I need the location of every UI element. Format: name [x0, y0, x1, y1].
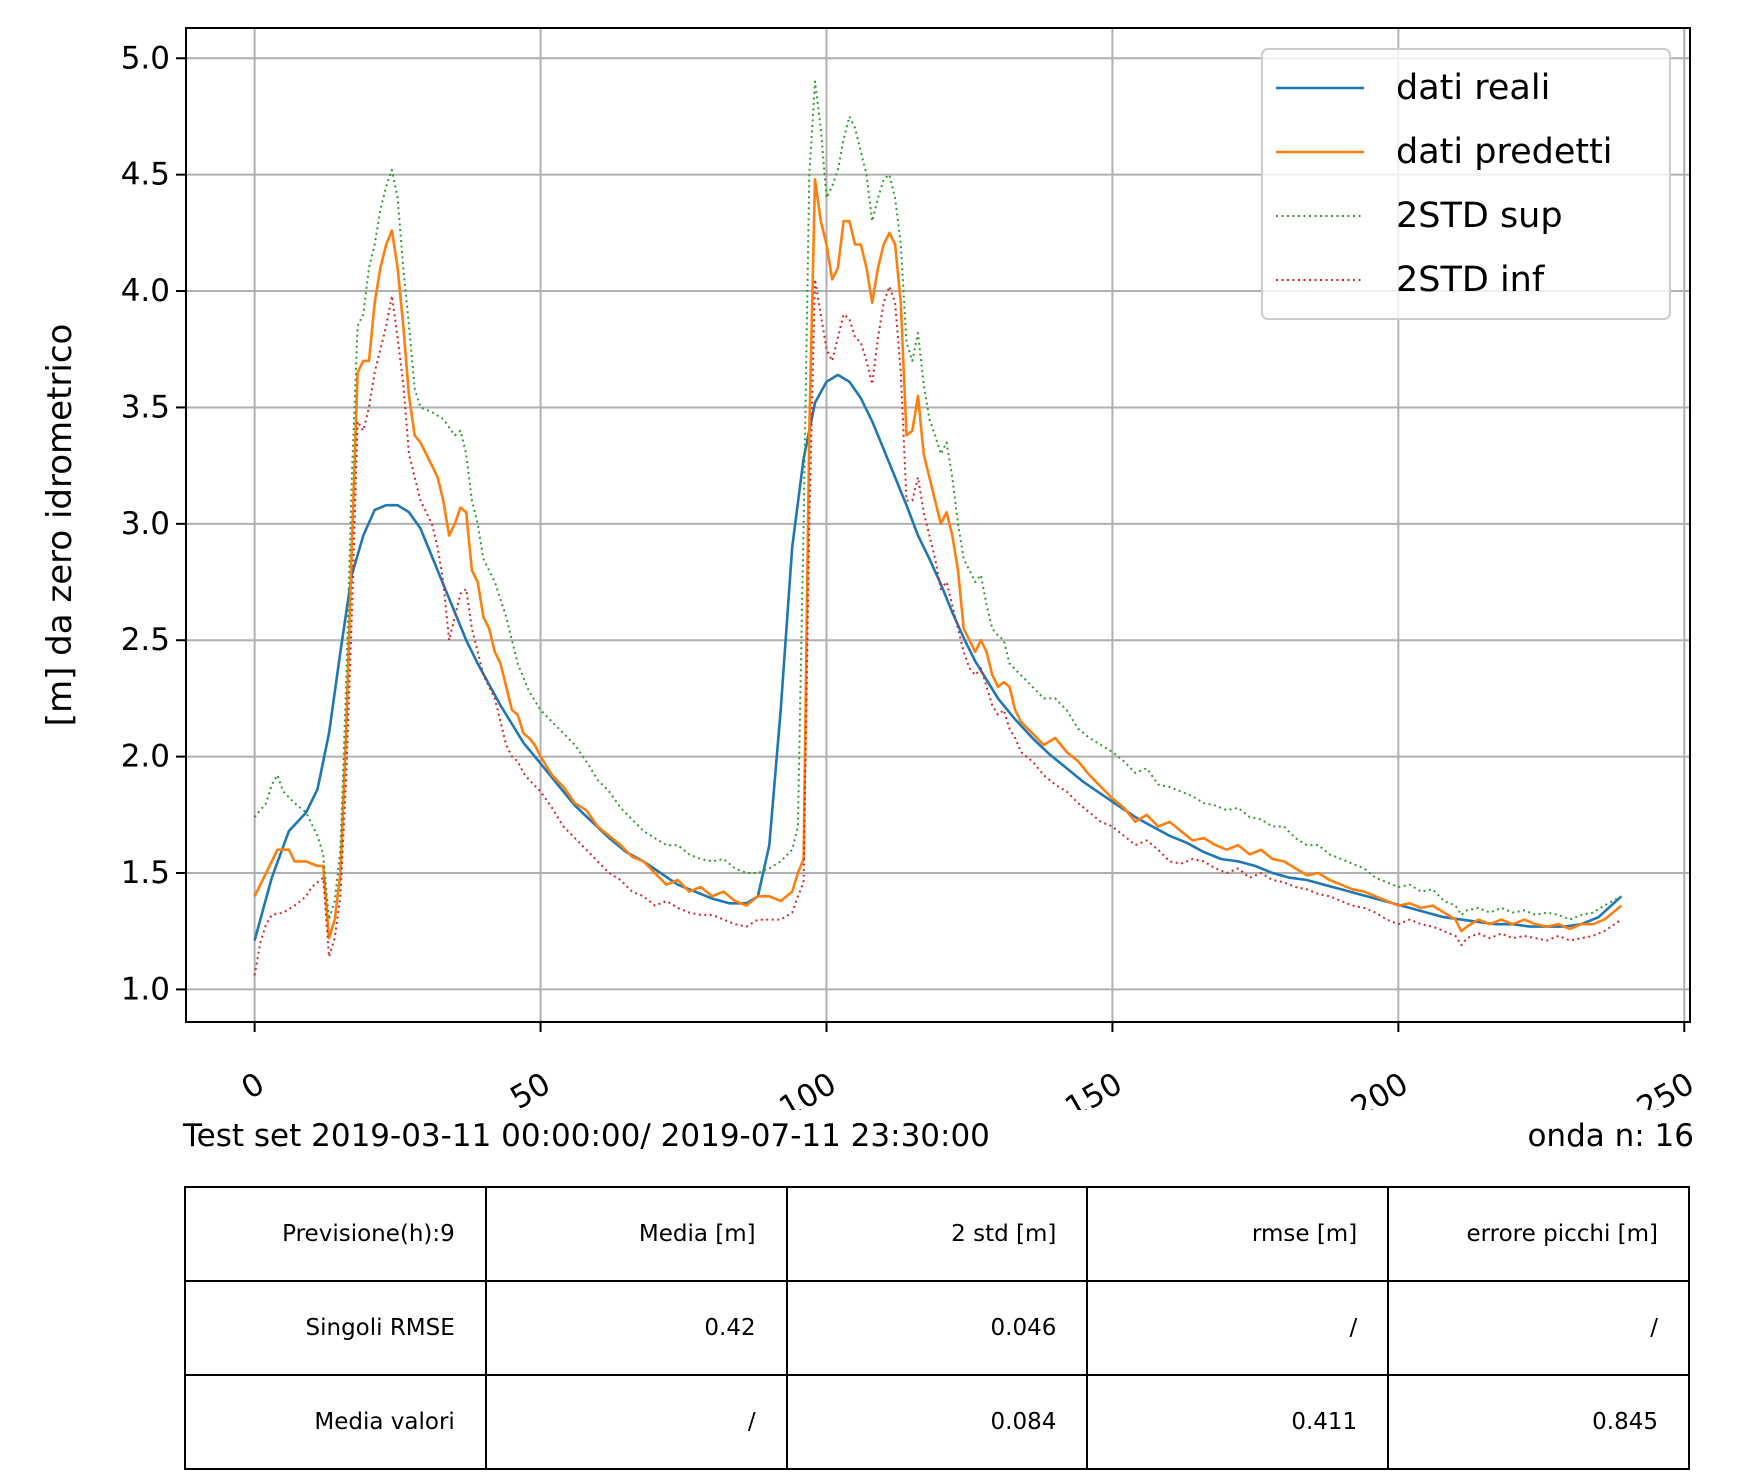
line-chart: 0 50 100 150 200 250 1.0 1.5 2.0 2.5 3.0 3.5 4.0 4.5 5… [40, 27, 1700, 1110]
y-tick-label: 3.5 [121, 389, 170, 425]
table-cell: 0.845 [1387, 1374, 1690, 1470]
legend-label: dati predetti [1396, 132, 1613, 172]
series-line-1 [253, 373, 1623, 941]
table-cell: Previsione(h):9 [184, 1186, 487, 1282]
plot-frame [185, 27, 1691, 1023]
y-tick-label: 5.0 [121, 40, 170, 76]
y-axis-label: [m] da zero idrometrico [40, 324, 80, 727]
table-cell: 0.42 [484, 1280, 788, 1376]
table-row: Previsione(h):9 Media [m] 2 std [m] rmse… [184, 1186, 1690, 1282]
x-tick-label: 50 [504, 1066, 556, 1110]
y-tick-label: 2.5 [121, 622, 170, 658]
y-tick-label: 2.0 [121, 739, 170, 775]
test-set-caption: Test set 2019-03-11 00:00:00/ 2019-07-11… [183, 1118, 990, 1154]
table-cell: errore picchi [m] [1387, 1186, 1690, 1282]
table-cell: / [1387, 1280, 1690, 1376]
table-cell: 0.046 [785, 1280, 1089, 1376]
metrics-table: Previsione(h):9 Media [m] 2 std [m] rmse… [184, 1186, 1690, 1470]
table-cell: Singoli RMSE [184, 1280, 487, 1376]
table-row: Singoli RMSE 0.42 0.046 / / [184, 1280, 1690, 1376]
x-tick-label: 100 [773, 1066, 842, 1110]
y-tick-label: 1.0 [121, 971, 170, 1007]
y-tick-label: 3.0 [121, 506, 170, 542]
wave-number-caption: onda n: 16 [1527, 1118, 1694, 1154]
x-tick-label: 250 [1631, 1066, 1700, 1110]
chart-series [253, 80, 1623, 976]
table-row: Media valori / 0.084 0.411 0.845 [184, 1374, 1690, 1470]
table-cell: Media valori [184, 1374, 487, 1470]
x-tick-label: 0 [236, 1066, 271, 1107]
y-tick-label: 4.5 [121, 157, 170, 193]
legend-label: 2STD sup [1396, 196, 1563, 236]
x-tick-label: 200 [1345, 1066, 1414, 1110]
series-line-2 [253, 178, 1623, 940]
table-cell: / [1086, 1280, 1390, 1376]
table-cell: 0.084 [785, 1374, 1089, 1470]
table-cell: 2 std [m] [785, 1186, 1089, 1282]
table-cell: / [484, 1374, 788, 1470]
legend-box [1261, 48, 1671, 320]
legend-label: 2STD inf [1396, 260, 1545, 300]
x-tick-label: 150 [1059, 1066, 1128, 1110]
legend: dati reali dati predetti 2STD sup 2STD inf [1261, 48, 1671, 320]
table-cell: 0.411 [1086, 1374, 1390, 1470]
table-cell: rmse [m] [1086, 1186, 1390, 1282]
y-tick-label: 1.5 [121, 855, 170, 891]
y-tick-label: 4.0 [121, 273, 170, 309]
legend-label: dati reali [1396, 68, 1550, 108]
table-cell: Media [m] [484, 1186, 788, 1282]
series-line-4 [253, 278, 1622, 976]
